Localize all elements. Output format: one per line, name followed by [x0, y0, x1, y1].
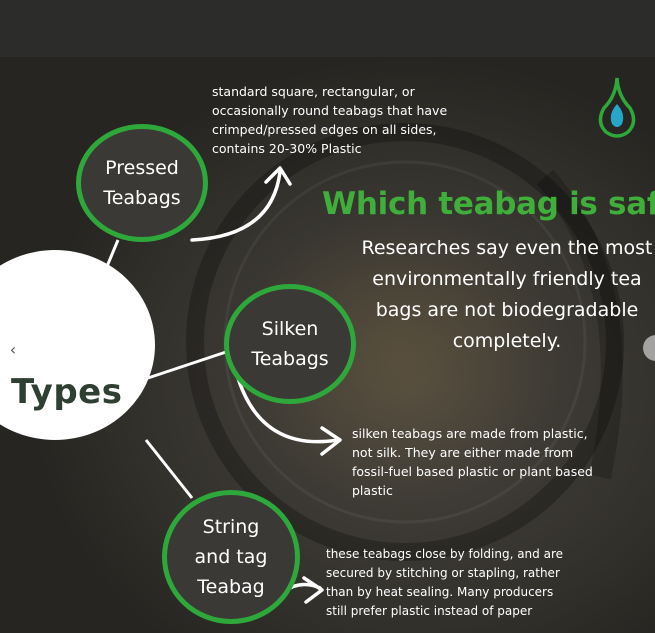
description-line: these teabags close by folding, and are [326, 547, 563, 561]
category-circle-pressed: Pressed Teabags [76, 124, 208, 242]
subtext-line: Researches say even the most [361, 237, 653, 259]
category-circle-string: String and tag Teabag [162, 490, 300, 624]
subtext: Researches say even the most environment… [352, 233, 655, 357]
description-line: plastic [352, 483, 393, 498]
top-bar [0, 0, 655, 57]
chevron-left-icon[interactable]: ‹ [0, 338, 26, 364]
description-line: not silk. They are either made from [352, 445, 574, 460]
category-name-line: Teabags [251, 348, 329, 370]
description-line: silken teabags are made from plastic, [352, 426, 588, 441]
leaf-drop-icon [598, 77, 636, 138]
description-line: crimped/pressed edges on all sides, [212, 122, 437, 137]
description-line: secured by stitching or stapling, rather [326, 566, 560, 580]
category-name-line: String [202, 516, 260, 538]
description-line: standard square, rectangular, or [212, 84, 415, 99]
category-name-line: and tag [194, 546, 268, 568]
types-label: Types [11, 372, 123, 412]
category-name-line: Silken [261, 318, 319, 340]
description-pressed: standard square, rectangular, or occasio… [212, 82, 447, 158]
connector-silken [147, 350, 227, 380]
background-texture [186, 123, 624, 561]
subtext-line: completely. [452, 330, 562, 352]
connector-string [144, 439, 194, 499]
description-line: contains 20-30% Plastic [212, 141, 362, 156]
subtext-line: environmentally friendly tea [372, 268, 642, 290]
description-line: occasionally round teabags that have [212, 103, 448, 118]
curved-arrow-icon [236, 376, 342, 456]
types-circle [0, 250, 155, 440]
description-string: these teabags close by folding, and are … [326, 545, 563, 621]
description-line: fossil-fuel based plastic or plant based [352, 464, 593, 479]
subtext-line: bags are not biodegradable [375, 299, 639, 321]
description-line: still prefer plastic instead of paper [326, 604, 533, 618]
category-name-line: Teabag [197, 576, 265, 598]
curved-arrow-icon [190, 166, 292, 242]
description-silken: silken teabags are made from plastic, no… [352, 424, 593, 500]
headline: Which teabag is safe [322, 186, 655, 222]
category-circle-silken: Silken Teabags [224, 284, 356, 404]
description-line: than by heat sealing. Many producers [326, 585, 554, 599]
category-name-line: Teabags [103, 187, 181, 209]
next-slide-button[interactable] [643, 335, 655, 361]
category-name-line: Pressed [105, 157, 179, 179]
